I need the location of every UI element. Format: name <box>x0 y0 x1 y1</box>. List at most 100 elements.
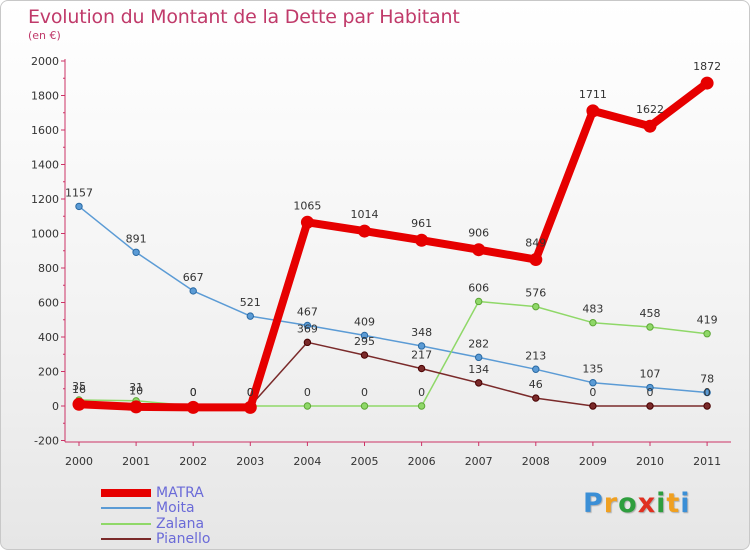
y-tick-label: 1800 <box>31 90 59 103</box>
matra-point <box>643 119 657 133</box>
zalana-data-label: 0 <box>361 386 368 399</box>
matra-point <box>243 400 257 414</box>
moita-data-label: 107 <box>640 368 661 381</box>
pianello-line <box>78 341 708 407</box>
chart-title: Evolution du Montant de la Dette par Hab… <box>28 6 460 28</box>
series-points <box>72 76 714 414</box>
chart-unit-label: (en €) <box>28 29 61 42</box>
legend-swatch <box>101 488 151 497</box>
moita-point <box>532 365 540 373</box>
matra-point <box>472 243 486 257</box>
zalana-point <box>303 402 312 410</box>
moita-data-label: 891 <box>126 232 147 245</box>
y-tick-label: 0 <box>52 400 59 413</box>
logo-letter: x <box>637 488 657 519</box>
pianello-data-label: 0 <box>589 386 596 399</box>
pianello-point <box>360 351 369 359</box>
legend-item-matra: MATRA <box>101 485 204 500</box>
y-tick-label: -200 <box>34 435 59 448</box>
legend-swatch <box>101 507 151 509</box>
zalana-data-label: 0 <box>247 386 254 399</box>
moita-data-label: 135 <box>582 363 603 376</box>
moita-data-label: 78 <box>700 373 714 386</box>
zalana-point <box>703 330 711 338</box>
zalana-data-label: 31 <box>129 381 143 394</box>
matra-data-label: 1711 <box>579 88 607 101</box>
matra-line <box>75 79 712 412</box>
logo-letter: t <box>666 488 681 519</box>
matra-point <box>358 224 371 238</box>
pianello-point <box>703 402 711 410</box>
matra-data-label: 1872 <box>693 60 721 73</box>
pianello-point <box>589 402 597 410</box>
zalana-data-label: 0 <box>190 386 197 399</box>
moita-line <box>78 205 708 394</box>
matra-point <box>586 104 600 118</box>
axes: -200020040060080010001200140016001800200… <box>31 55 731 468</box>
logo-letter: i <box>656 488 667 519</box>
y-tick-label: 800 <box>38 262 59 275</box>
zalana-point <box>360 402 369 410</box>
pianello-data-label: 217 <box>411 349 432 362</box>
moita-point <box>475 353 483 362</box>
moita-point <box>75 202 83 211</box>
y-tick-label: 1600 <box>31 124 59 137</box>
pianello-data-label: 0 <box>704 386 711 399</box>
y-tick-label: 200 <box>38 366 59 379</box>
legend-item-moita: Moita <box>101 501 195 516</box>
moita-point <box>189 287 197 295</box>
zalana-data-label: 458 <box>640 307 661 320</box>
zalana-data-label: 0 <box>418 386 425 399</box>
moita-data-label: 409 <box>354 315 375 328</box>
pianello-data-label: 295 <box>354 335 375 348</box>
y-tick-label: 1000 <box>31 228 59 241</box>
logo-letter: P <box>583 488 604 519</box>
x-tick-label: 2001 <box>122 455 150 468</box>
proxiti-logo: Proxiti <box>583 488 691 519</box>
legend-item-zalana: Zalana <box>101 516 204 531</box>
series-lines <box>75 79 712 412</box>
moita-point <box>360 331 369 340</box>
pianello-point <box>646 402 654 410</box>
x-tick-label: 2004 <box>293 455 321 468</box>
x-tick-label: 2007 <box>465 455 493 468</box>
y-tick-label: 1200 <box>31 193 59 206</box>
pianello-data-label: 134 <box>468 363 489 376</box>
y-tick-label: 400 <box>38 331 59 344</box>
matra-data-label: 961 <box>411 217 432 230</box>
moita-point <box>589 379 597 387</box>
x-tick-label: 2002 <box>179 455 207 468</box>
zalana-data-label: 0 <box>304 386 311 399</box>
legend-item-pianello: Pianello <box>101 532 210 547</box>
zalana-data-label: 606 <box>468 281 489 294</box>
moita-point <box>646 383 654 392</box>
zalana-data-label: 483 <box>582 303 603 316</box>
pianello-data-label: 0 <box>647 386 654 399</box>
zalana-data-label: 576 <box>525 287 546 300</box>
moita-data-label: 348 <box>411 326 432 339</box>
pianello-data-label: 10 <box>129 384 143 397</box>
moita-point <box>303 321 312 330</box>
legend-swatch <box>101 522 151 525</box>
x-tick-label: 2010 <box>636 455 664 468</box>
legend-label: MATRA <box>156 484 204 501</box>
pianello-point <box>303 338 312 347</box>
matra-point <box>529 253 543 267</box>
y-tick-label: 1400 <box>31 159 59 172</box>
moita-point <box>417 342 426 350</box>
zalana-line <box>78 300 708 407</box>
moita-data-label: 521 <box>240 296 261 309</box>
x-tick-label: 2006 <box>408 455 436 468</box>
moita-data-label: 1157 <box>65 186 93 199</box>
moita-data-label: 667 <box>183 271 204 284</box>
pianello-data-label: 16 <box>72 383 86 396</box>
logo-letter: o <box>618 488 638 519</box>
y-tick-label: 600 <box>38 297 59 310</box>
zalana-data-label: 35 <box>72 380 86 393</box>
moita-data-label: 467 <box>297 305 318 318</box>
matra-data-label: 849 <box>525 237 546 250</box>
pianello-data-label: 0 <box>190 386 197 399</box>
zalana-point <box>589 318 597 327</box>
